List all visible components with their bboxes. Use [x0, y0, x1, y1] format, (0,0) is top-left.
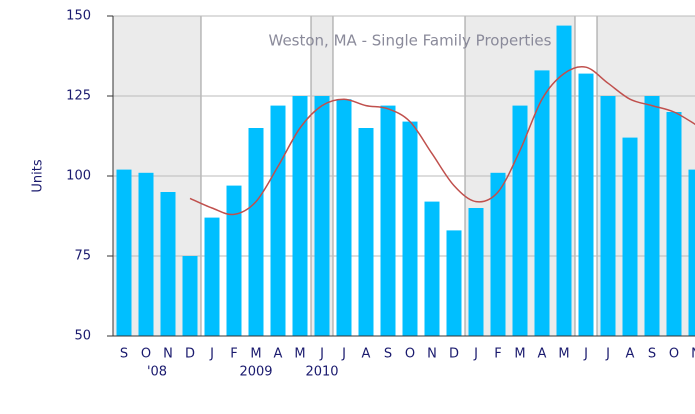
- bar: [688, 169, 695, 336]
- y-tick-label: 100: [66, 169, 91, 184]
- x-tick-label: S: [648, 347, 656, 362]
- x-tick-label: S: [384, 347, 392, 362]
- x-tick-label: A: [274, 347, 283, 362]
- year-label: 2010: [305, 365, 338, 380]
- x-tick-label: M: [250, 347, 261, 362]
- x-tick-label: J: [605, 347, 610, 362]
- y-tick-label: 150: [66, 9, 91, 24]
- y-tick-label: 75: [74, 249, 91, 264]
- x-tick-label: J: [209, 347, 214, 362]
- bar: [578, 73, 594, 336]
- x-tick-label: F: [494, 347, 501, 362]
- x-tick-label: J: [319, 347, 324, 362]
- x-tick-label: M: [294, 347, 305, 362]
- bar: [270, 105, 286, 336]
- bar: [314, 96, 330, 336]
- bar: [182, 256, 198, 336]
- x-tick-label: D: [185, 347, 195, 362]
- bar: [116, 169, 132, 336]
- x-tick-label: J: [473, 347, 478, 362]
- x-tick-label: M: [558, 347, 569, 362]
- bar: [512, 105, 528, 336]
- bar: [556, 25, 572, 336]
- bar: [446, 230, 462, 336]
- x-tick-label: A: [362, 347, 371, 362]
- x-tick-label: O: [669, 347, 679, 362]
- y-tick-label: 125: [66, 89, 91, 104]
- chart-title: Weston, MA - Single Family Properties: [269, 32, 552, 50]
- x-tick-label: D: [449, 347, 459, 362]
- bar: [666, 112, 682, 336]
- y-axis-label: Units: [31, 159, 46, 192]
- x-tick-label: A: [538, 347, 547, 362]
- x-tick-label: N: [163, 347, 173, 362]
- bar: [336, 99, 352, 336]
- bar: [226, 185, 242, 336]
- bar: [468, 208, 484, 336]
- bar: [292, 96, 308, 336]
- x-tick-label: S: [120, 347, 128, 362]
- bar: [490, 172, 506, 336]
- year-label: 2009: [239, 365, 272, 380]
- bar: [424, 201, 440, 336]
- x-tick-label: N: [691, 347, 695, 362]
- bar: [622, 137, 638, 336]
- x-tick-label: A: [626, 347, 635, 362]
- bar: [248, 128, 264, 336]
- bar: [534, 70, 550, 337]
- bar: [358, 128, 374, 336]
- x-tick-label: F: [230, 347, 237, 362]
- x-tick-label: O: [141, 347, 151, 362]
- x-tick-label: M: [514, 347, 525, 362]
- year-label: '08: [147, 365, 167, 380]
- bar: [600, 96, 616, 336]
- trend-line: [189, 66, 695, 216]
- x-tick-label: J: [341, 347, 346, 362]
- bar: [204, 217, 220, 336]
- bar: [160, 192, 176, 336]
- bar: [380, 105, 396, 336]
- x-tick-label: O: [405, 347, 415, 362]
- x-tick-label: J: [583, 347, 588, 362]
- x-tick-label: N: [427, 347, 437, 362]
- bar: [402, 121, 418, 336]
- y-tick-label: 50: [74, 329, 91, 344]
- bar: [138, 172, 154, 336]
- bar: [644, 96, 660, 336]
